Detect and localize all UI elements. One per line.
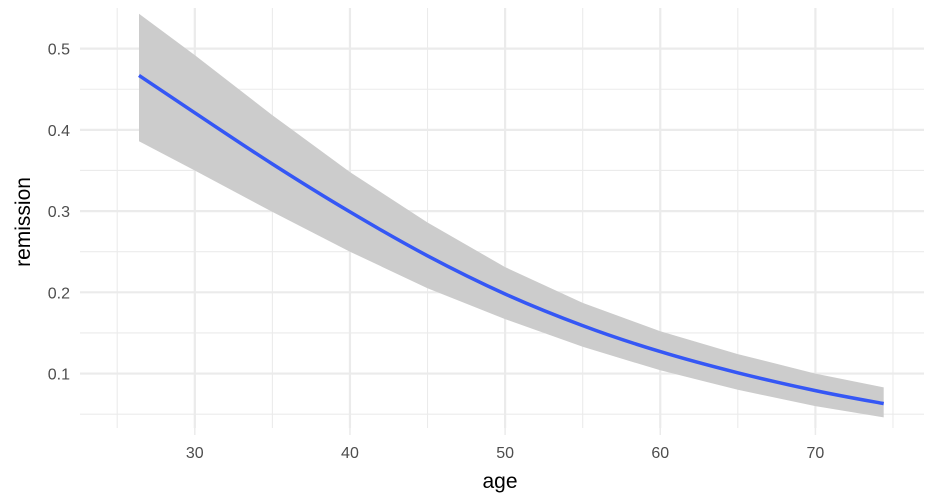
x-tick-label: 70 bbox=[806, 445, 824, 462]
x-tick-label: 60 bbox=[651, 445, 669, 462]
y-tick-label: 0.2 bbox=[48, 285, 70, 302]
confidence-band bbox=[139, 13, 884, 418]
fitted-line bbox=[138, 73, 885, 406]
y-tick-label: 0.3 bbox=[48, 204, 70, 221]
x-axis-title: age bbox=[482, 470, 517, 493]
axis-ticks: 30 40 50 60 70 0.1 0.2 0.3 0.4 0.5 bbox=[48, 42, 825, 462]
y-tick-label: 0.1 bbox=[48, 367, 70, 384]
x-tick-label: 30 bbox=[186, 445, 204, 462]
y-tick-label: 0.4 bbox=[48, 123, 70, 140]
y-axis-title: remission bbox=[12, 177, 35, 267]
x-tick-label: 40 bbox=[341, 445, 359, 462]
x-tick-label: 50 bbox=[496, 445, 514, 462]
y-tick-label: 0.5 bbox=[48, 42, 70, 59]
